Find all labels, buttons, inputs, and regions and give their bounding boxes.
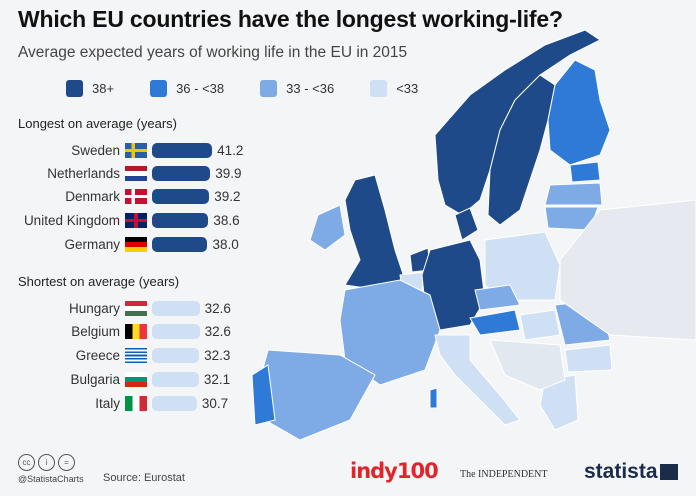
bar	[152, 347, 200, 363]
map-belarus-ukraine	[559, 199, 696, 341]
map-bulgaria	[564, 344, 613, 373]
country-label: Germany	[64, 236, 120, 252]
flag-icon	[125, 165, 147, 181]
country-label: Bulgaria	[70, 371, 120, 387]
map-portugal	[251, 364, 276, 426]
map-latvia	[544, 182, 603, 206]
legend-item: 38+	[66, 80, 114, 97]
flag-icon	[125, 300, 147, 316]
map-hungary	[519, 309, 561, 341]
bar	[152, 371, 199, 387]
legend-label: 36 - <38	[176, 81, 225, 96]
country-label: Greece	[75, 347, 120, 363]
bar	[152, 300, 200, 316]
map-finland	[547, 59, 611, 166]
flag-icon	[125, 142, 147, 158]
legend-swatch	[66, 80, 83, 97]
value-label: 32.3	[204, 347, 231, 363]
value-label: 39.9	[215, 165, 242, 181]
value-label: 32.6	[204, 323, 231, 339]
statista-logo-icon	[660, 464, 678, 480]
value-label: 38.6	[213, 212, 240, 228]
legend-label: 38+	[92, 81, 115, 96]
map-france	[339, 279, 441, 386]
value-label: 41.2	[217, 142, 244, 158]
legend-item: 33 - <36	[260, 80, 334, 97]
flag-icon	[125, 236, 147, 252]
map-czechia	[474, 284, 521, 311]
country-label: Netherlands	[47, 165, 120, 181]
chart-subtitle: Average expected years of working life i…	[18, 44, 408, 61]
map-estonia	[569, 161, 601, 183]
indy100-logo: indy100	[350, 459, 439, 483]
map-sweden	[487, 74, 556, 226]
flag-icon	[125, 371, 147, 387]
value-label: 30.7	[201, 395, 229, 411]
source: Source: Eurostat	[103, 472, 185, 484]
cc-icon: cc	[18, 454, 35, 471]
value-label: 38.0	[212, 236, 239, 252]
country-label: Belgium	[71, 323, 120, 339]
country-label: Denmark	[65, 188, 120, 204]
map-denmark	[454, 207, 479, 241]
value-label: 39.2	[214, 188, 241, 204]
map-balkans	[489, 339, 566, 391]
statista-logo: statista	[584, 460, 658, 483]
bar	[152, 142, 213, 158]
map-sardinia	[429, 387, 438, 409]
map-italy	[434, 334, 521, 426]
country-label: Sweden	[71, 142, 120, 158]
value-label: 32.1	[203, 371, 231, 387]
map-ireland	[309, 204, 346, 251]
country-label: United Kingdom	[23, 212, 120, 228]
by-icon: i	[38, 454, 55, 471]
legend-item: 36 - <38	[150, 80, 224, 97]
shortest-heading: Shortest on average (years)	[18, 274, 180, 289]
legend-label: <33	[396, 81, 419, 96]
map-uk	[344, 174, 406, 291]
bar	[152, 323, 200, 339]
flag-icon	[125, 395, 147, 411]
legend-swatch	[370, 80, 388, 97]
legend-label: 33 - <36	[286, 81, 335, 96]
handle: @StatistaCharts	[18, 474, 84, 484]
map-austria	[469, 309, 521, 336]
longest-heading: Longest on average (years)	[18, 116, 177, 131]
bar	[152, 395, 197, 411]
independent-logo: The INDEPENDENT	[460, 469, 548, 480]
map-germany	[421, 239, 486, 331]
legend-swatch	[150, 80, 168, 97]
flag-icon	[125, 188, 147, 204]
bar	[152, 212, 209, 228]
legend-swatch	[260, 80, 278, 97]
flag-icon	[125, 323, 147, 339]
flag-icon	[125, 347, 147, 363]
map-greece	[539, 374, 579, 431]
legend-item: <33	[370, 80, 418, 97]
country-label: Italy	[95, 395, 120, 411]
bar	[152, 188, 210, 204]
bar	[152, 236, 208, 252]
legend: 38+ 36 - <38 33 - <36 <33	[66, 80, 454, 97]
map-poland	[484, 231, 561, 301]
nd-icon: =	[58, 454, 75, 471]
bar	[152, 165, 211, 181]
flag-icon	[125, 212, 147, 228]
value-label: 32.6	[204, 300, 231, 316]
country-label: Hungary	[68, 300, 120, 316]
chart-title: Which EU countries have the longest work…	[18, 6, 563, 32]
